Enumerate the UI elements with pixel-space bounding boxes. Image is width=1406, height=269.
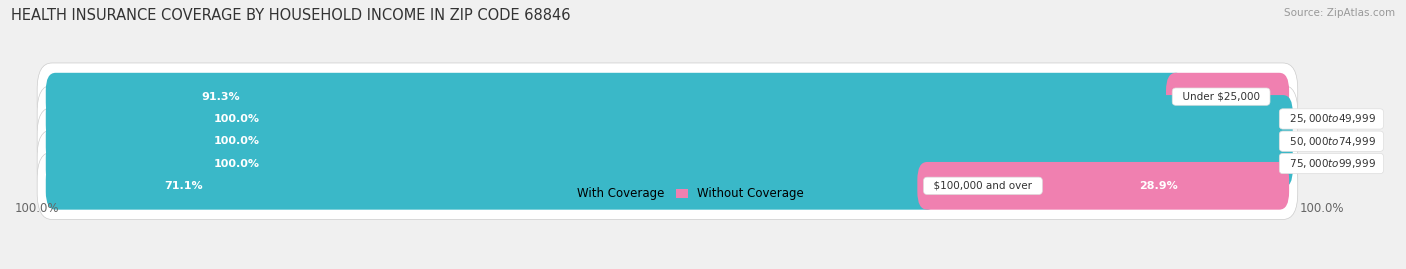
- Text: $100,000 and over: $100,000 and over: [927, 181, 1039, 191]
- FancyBboxPatch shape: [37, 85, 1298, 153]
- FancyBboxPatch shape: [46, 73, 1185, 121]
- Text: Source: ZipAtlas.com: Source: ZipAtlas.com: [1284, 8, 1395, 18]
- FancyBboxPatch shape: [46, 162, 936, 210]
- Text: 71.1%: 71.1%: [165, 181, 202, 191]
- Text: HEALTH INSURANCE COVERAGE BY HOUSEHOLD INCOME IN ZIP CODE 68846: HEALTH INSURANCE COVERAGE BY HOUSEHOLD I…: [11, 8, 571, 23]
- FancyBboxPatch shape: [37, 152, 1298, 220]
- Text: $75,000 to $99,999: $75,000 to $99,999: [1282, 157, 1379, 170]
- Text: 100.0%: 100.0%: [214, 158, 260, 168]
- FancyBboxPatch shape: [37, 63, 1298, 130]
- Text: 100.0%: 100.0%: [15, 202, 59, 215]
- FancyBboxPatch shape: [46, 95, 1292, 143]
- FancyBboxPatch shape: [1166, 73, 1289, 121]
- Text: $50,000 to $74,999: $50,000 to $74,999: [1282, 135, 1379, 148]
- Text: 91.3%: 91.3%: [201, 92, 240, 102]
- Legend: With Coverage, Without Coverage: With Coverage, Without Coverage: [551, 183, 808, 205]
- FancyBboxPatch shape: [37, 130, 1298, 197]
- FancyBboxPatch shape: [46, 117, 1292, 165]
- Text: 100.0%: 100.0%: [214, 136, 260, 146]
- Text: Under $25,000: Under $25,000: [1175, 92, 1267, 102]
- FancyBboxPatch shape: [46, 140, 1292, 187]
- Text: 8.7%: 8.7%: [1230, 92, 1261, 102]
- FancyBboxPatch shape: [917, 162, 1289, 210]
- Text: 28.9%: 28.9%: [1139, 181, 1178, 191]
- Text: $25,000 to $49,999: $25,000 to $49,999: [1282, 112, 1379, 125]
- Text: 100.0%: 100.0%: [1301, 202, 1344, 215]
- Text: 100.0%: 100.0%: [214, 114, 260, 124]
- FancyBboxPatch shape: [37, 108, 1298, 175]
